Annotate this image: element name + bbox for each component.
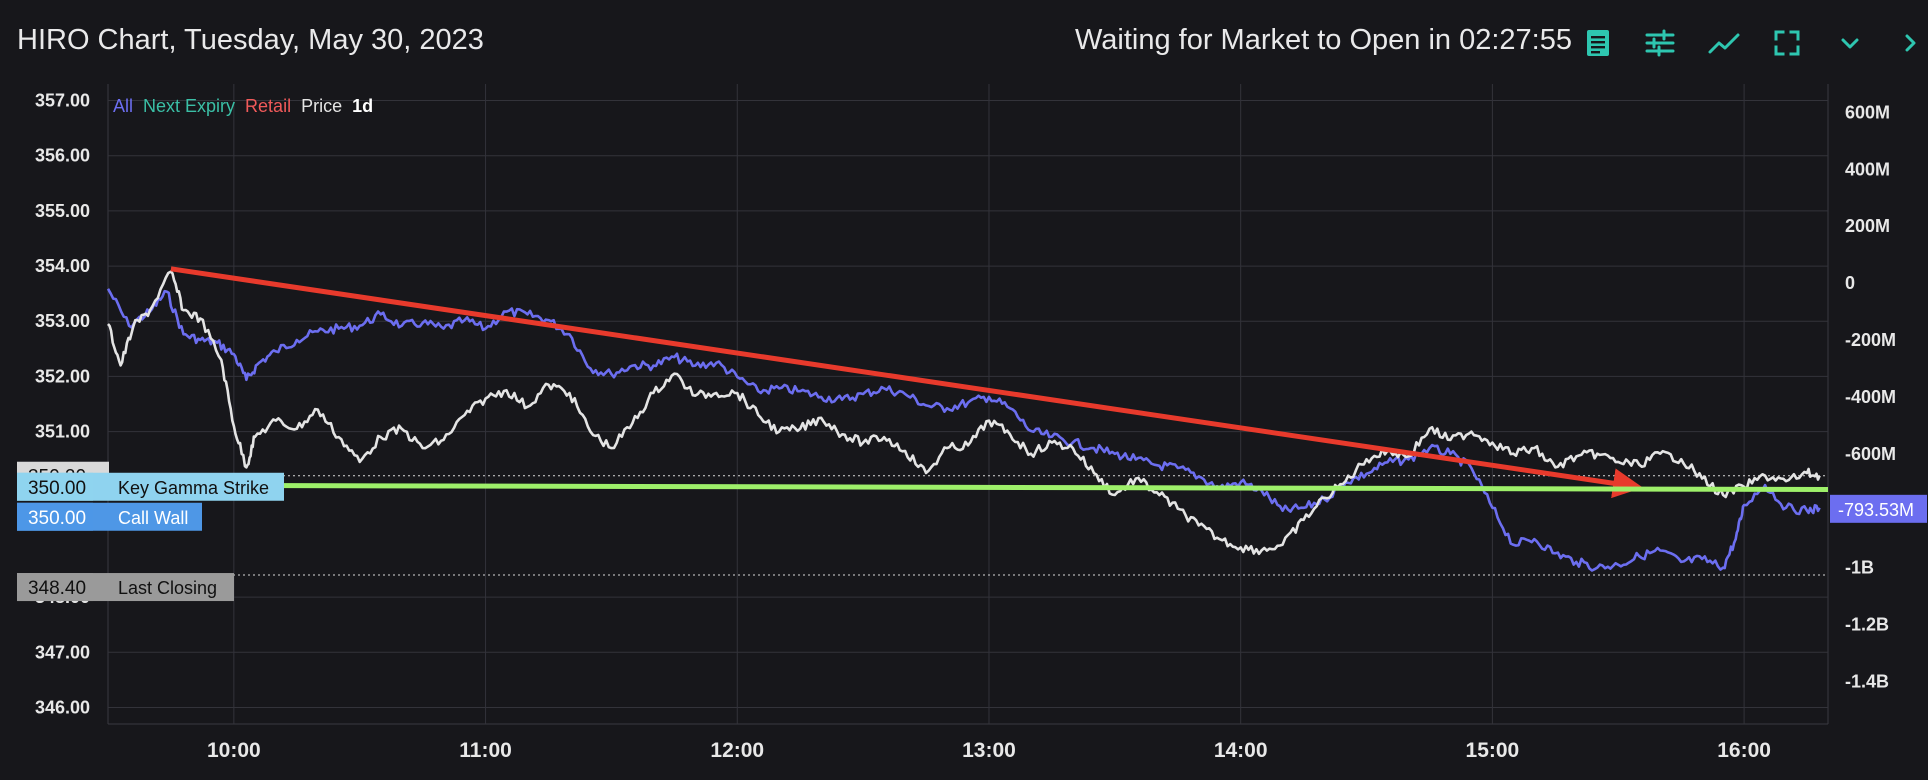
right-tick-label: -1.2B	[1845, 614, 1889, 634]
level-value-bg	[17, 472, 93, 501]
series-line-all	[106, 288, 1821, 572]
left-tick-label: 356.00	[35, 146, 90, 166]
sliders-icon[interactable]	[1643, 26, 1677, 60]
right-tick-label: 200M	[1845, 216, 1890, 236]
x-tick-label: 16:00	[1717, 739, 1771, 762]
x-tick-label: 13:00	[962, 739, 1016, 762]
level-name: Last Closing	[118, 578, 217, 598]
right-tick-label: -1B	[1845, 558, 1874, 578]
left-tick-label: 353.00	[35, 311, 90, 331]
x-tick-label: 11:00	[459, 739, 512, 762]
current-value-badge	[1830, 494, 1927, 523]
right-tick-label: 400M	[1845, 159, 1890, 179]
market-status-text: Waiting for Market to Open in 02:27:55	[1074, 24, 1572, 56]
legend-item-1d[interactable]: 1d	[352, 96, 373, 116]
right-axis: 600M 400M 200M 0 -200M -400M -600M -1B -1.2B -1.4…	[1845, 102, 1896, 691]
right-tick-label: -1.4B	[1845, 671, 1889, 691]
x-tick-label: 15:00	[1466, 739, 1520, 762]
chevron-right-icon[interactable]	[1894, 26, 1928, 60]
level-value: 350.00	[28, 478, 86, 499]
current-value-label: -793.53M	[1838, 500, 1914, 520]
chart-grid	[107, 84, 1829, 725]
level-name: Key Gamma Strike	[118, 478, 269, 498]
x-tick-label: 12:00	[710, 739, 764, 762]
annotations	[97, 266, 1829, 499]
left-tick-label: 352.00	[35, 366, 90, 386]
trend-line-icon[interactable]	[1707, 26, 1741, 60]
red-trend-arrow	[170, 266, 1643, 499]
level-label-last-closing: 348.40 Last Closing	[17, 573, 234, 602]
legend-item-price[interactable]: Price	[301, 96, 342, 116]
legend-item-next-expiry[interactable]: Next Expiry	[143, 96, 235, 116]
x-tick-label: 14:00	[1214, 739, 1268, 762]
x-tick-label: 10:00	[207, 739, 261, 762]
level-value: 350.00	[28, 508, 86, 529]
series-lines	[106, 270, 1821, 572]
left-tick-label: 354.00	[35, 256, 90, 276]
x-axis: 10:00 11:00 12:00 13:00 14:00 15:00 16:00	[207, 739, 1771, 762]
left-tick-label: 346.00	[35, 697, 90, 717]
level-value: 348.40	[28, 578, 86, 599]
left-tick-label: 351.00	[35, 422, 90, 442]
series-line-price	[107, 270, 1821, 556]
left-tick-label: 357.00	[35, 91, 90, 111]
green-gamma-line	[97, 482, 1829, 493]
right-tick-label: -400M	[1845, 387, 1896, 407]
right-tick-label: 0	[1845, 273, 1855, 293]
left-axis: 357.00 356.00 355.00 354.00 353.00 352.00 351.…	[35, 91, 90, 718]
level-lines	[108, 475, 1828, 576]
legend-item-retail[interactable]: Retail	[245, 96, 291, 116]
level-value-bg	[17, 573, 93, 602]
level-label-call-wall: 350.00 Call Wall	[17, 502, 202, 531]
level-value-bg	[17, 502, 93, 531]
fullscreen-icon[interactable]	[1770, 26, 1804, 60]
chart-title: HIRO Chart, Tuesday, May 30, 2023	[17, 24, 484, 56]
chart-legend[interactable]: All Next Expiry Retail Price 1d	[113, 96, 373, 116]
chevron-down-icon[interactable]	[1833, 26, 1867, 60]
current-value: -793.53M	[1830, 494, 1927, 523]
right-tick-label: -200M	[1845, 330, 1896, 350]
left-tick-label: 347.00	[35, 642, 90, 662]
level-name: Call Wall	[118, 508, 188, 528]
right-tick-label: -600M	[1845, 444, 1896, 464]
chart-header: HIRO Chart, Tuesday, May 30, 2023 Waitin…	[0, 0, 1928, 84]
level-label-key-gamma-strike: 350.00 Key Gamma Strike	[17, 472, 284, 501]
right-tick-label: 600M	[1845, 102, 1890, 122]
left-tick-label: 355.00	[35, 201, 90, 221]
document-list-icon[interactable]	[1581, 26, 1615, 60]
legend-item-all[interactable]: All	[113, 96, 133, 116]
